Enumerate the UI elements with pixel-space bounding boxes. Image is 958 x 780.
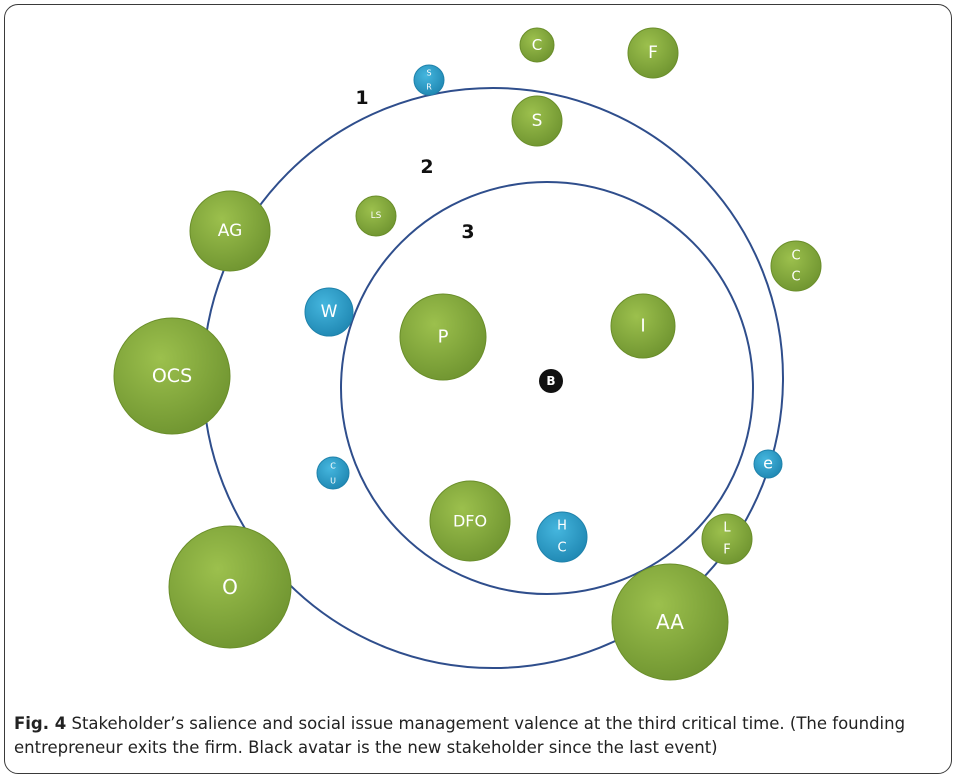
svg-text:U: U bbox=[330, 477, 336, 486]
stakeholder-node-cc: C C bbox=[770, 240, 822, 292]
stakeholder-salience-diagram: 1 2 3 C F S R S LS AG W C C bbox=[113, 27, 822, 681]
stakeholder-node-ocs: OCS bbox=[113, 317, 231, 435]
svg-text:P: P bbox=[438, 327, 449, 348]
stakeholder-node-ls: LS bbox=[355, 195, 397, 237]
new-stakeholder-avatar-b: B bbox=[539, 369, 563, 393]
stakeholder-node-w: W bbox=[304, 287, 354, 337]
svg-text:I: I bbox=[640, 316, 645, 337]
svg-text:OCS: OCS bbox=[152, 365, 192, 387]
svg-text:e: e bbox=[763, 454, 773, 473]
svg-text:B: B bbox=[546, 374, 555, 388]
svg-text:F: F bbox=[648, 43, 658, 63]
stakeholder-node-s: S bbox=[511, 95, 563, 147]
stakeholder-node-cu: C U bbox=[316, 456, 350, 490]
svg-text:AA: AA bbox=[656, 610, 684, 634]
stakeholder-node-hc: H C bbox=[536, 511, 588, 563]
ring-label-2: 2 bbox=[420, 156, 433, 178]
stakeholder-node-f: F bbox=[627, 27, 679, 79]
svg-text:O: O bbox=[222, 575, 238, 599]
svg-text:R: R bbox=[426, 83, 432, 92]
stakeholder-node-i: I bbox=[610, 293, 676, 359]
salience-ring-3 bbox=[340, 181, 754, 595]
svg-text:LS: LS bbox=[371, 211, 382, 221]
stakeholder-node-ag: AG bbox=[189, 190, 271, 272]
stakeholder-node-aa: AA bbox=[611, 563, 729, 681]
svg-text:F: F bbox=[723, 543, 730, 558]
svg-text:C: C bbox=[330, 462, 336, 471]
ring-label-3: 3 bbox=[461, 221, 474, 243]
stakeholder-node-o: O bbox=[168, 525, 292, 649]
stakeholder-node-lf: L F bbox=[701, 513, 753, 565]
svg-text:S: S bbox=[532, 111, 543, 131]
stakeholder-node-sr: S R bbox=[413, 64, 445, 96]
stakeholder-node-p: P bbox=[399, 293, 487, 381]
svg-text:C: C bbox=[791, 270, 800, 285]
ring-label-1: 1 bbox=[355, 87, 368, 109]
svg-text:L: L bbox=[723, 521, 731, 536]
stakeholder-node-dfo: DFO bbox=[429, 480, 511, 562]
svg-text:W: W bbox=[321, 302, 338, 322]
stakeholder-node-e: e bbox=[753, 449, 783, 479]
svg-text:DFO: DFO bbox=[453, 512, 487, 531]
svg-text:H: H bbox=[557, 519, 567, 534]
figure-caption-label: Fig. 4 bbox=[14, 714, 67, 733]
svg-text:C: C bbox=[557, 541, 566, 556]
figure-caption: Fig. 4 Stakeholder’s salience and social… bbox=[14, 712, 944, 760]
svg-text:C: C bbox=[532, 36, 542, 54]
svg-text:AG: AG bbox=[218, 221, 243, 241]
figure-caption-text: Stakeholder’s salience and social issue … bbox=[14, 714, 906, 757]
svg-text:C: C bbox=[791, 249, 800, 264]
svg-text:S: S bbox=[426, 69, 431, 78]
stakeholder-node-c-top: C bbox=[519, 27, 555, 63]
